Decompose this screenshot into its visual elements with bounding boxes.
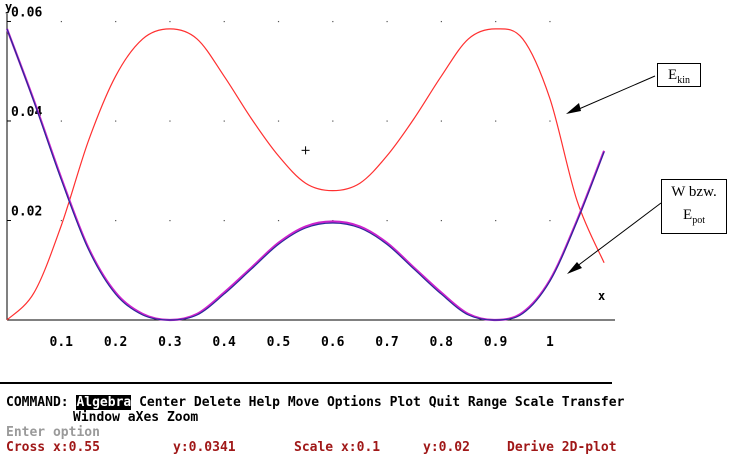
x-tick-label: 0.3 [158,335,181,350]
w-callout-line1: W bzw. [671,184,717,200]
grid-dot [169,120,171,122]
grid-dot [386,120,388,122]
status-scale-y: y:0.02 [423,440,470,455]
grid-dots [60,20,551,222]
enter-option-prompt: Enter option [6,425,100,440]
grid-dot [495,120,497,122]
grid-dot [440,120,442,122]
menu-item-transfer[interactable]: Transfer [561,395,625,410]
grid-dot [495,219,497,222]
ekin-callout-sub: kin [677,75,690,86]
curves [5,28,606,322]
epot-callout-letter: E [683,207,693,223]
status-cross-x: Cross x:0.55 [6,440,100,455]
w-epot-callout: W bzw. Epot [661,179,727,234]
ekin-arrowhead [566,103,581,114]
status-mode: Derive 2D-plot [507,440,617,455]
w-callout-line2: Epot [662,207,726,226]
x-tick-label: 1 [546,335,554,350]
tick-marks: 0.1 0.2 0.3 0.4 0.5 0.6 0.7 0.8 0.9 1 0.02 0.04 0.06 [7,5,554,350]
x-tick-label: 0.7 [375,335,398,350]
grid-dot [549,20,551,23]
grid-dot [277,219,280,222]
x-tick-label: 0.5 [267,335,290,350]
menu-item-center[interactable]: Center [139,395,187,410]
grid-dot [495,20,497,23]
grid-dot [277,120,280,122]
x-tick-label: 0.4 [212,335,236,350]
x-tick-label: 0.9 [484,335,507,350]
grid-dot [277,20,280,23]
y-tick-label: 0.06 [11,5,42,20]
grid-dot [115,20,117,23]
x-tick-label: 0.2 [104,335,127,350]
epot-callout-sub: pot [692,215,705,226]
curve-epot [6,28,605,321]
y-tick-label: 0.02 [11,204,42,219]
w-arrowhead [567,262,582,274]
menu-item-help[interactable]: Help [248,395,280,410]
menu-item-plot[interactable]: Plot [389,395,421,410]
menu-item-window[interactable]: Window [73,410,120,425]
x-tick-label: 0.1 [50,335,74,350]
grid-dot [115,120,117,122]
ekin-callout: Ekin [657,63,701,87]
grid-dot [332,120,334,122]
menu-item-move[interactable]: Move [287,395,320,410]
status-scale-x: Scale x:0.1 [294,440,381,455]
grid-dot [440,219,442,222]
grid-dot [440,20,442,23]
plot-canvas[interactable]: 0.1 0.2 0.3 0.4 0.5 0.6 0.7 0.8 0.9 1 0.02 0.04 0.06… [0,0,741,380]
grid-dot [223,20,225,23]
grid-dot [549,219,551,222]
y-axis-label: y [5,0,12,14]
menu-item-algebra[interactable]: Algebra [76,395,132,410]
menu-item-zoom[interactable]: Zoom [166,410,199,425]
ekin-callout-letter: E [668,67,678,83]
grid-dot [169,219,171,222]
grid-dot [386,219,388,222]
menu-item-axes[interactable]: aXes [127,410,160,425]
curve-w [5,28,606,322]
grid-dot [60,219,62,222]
grid-dot [223,120,225,122]
grid-dot [60,120,62,122]
arrows [566,75,662,274]
x-tick-label: 0.6 [321,335,345,350]
ekin-arrow-line [571,75,656,113]
grid-dot [386,20,388,23]
grid-dot [549,120,551,122]
x-tick-label: 0.8 [430,335,454,350]
curve-ekin [6,28,605,321]
y-tick-label: 0.04 [11,105,42,120]
plot-area[interactable]: 0.1 0.2 0.3 0.4 0.5 0.6 0.7 0.8 0.9 1 0.02 0.04 0.06… [0,0,741,380]
x-axis-label: x [598,289,605,303]
grid-dot [223,219,225,222]
command-prefix: COMMAND: [6,395,69,410]
menu-item-delete[interactable]: Delete [193,395,241,410]
grid-dot [115,219,117,222]
grid-dot [60,20,62,23]
command-menu-row-1: COMMAND: Algebra Center Delete Help Move… [6,395,624,410]
grid-dot [332,20,334,23]
menu-item-quit[interactable]: Quit [428,395,461,410]
grid-dot [169,20,171,23]
menu-item-range[interactable]: Range [467,395,507,410]
menu-divider [0,382,612,384]
menu-item-options[interactable]: Options [326,395,382,410]
cursor-cross [301,146,310,155]
menu-item-scale[interactable]: Scale [514,395,554,410]
w-arrow-line [571,202,662,271]
status-cross-y: y:0.0341 [173,440,236,455]
command-menu-row-2: Window aXes Zoom [73,410,198,425]
